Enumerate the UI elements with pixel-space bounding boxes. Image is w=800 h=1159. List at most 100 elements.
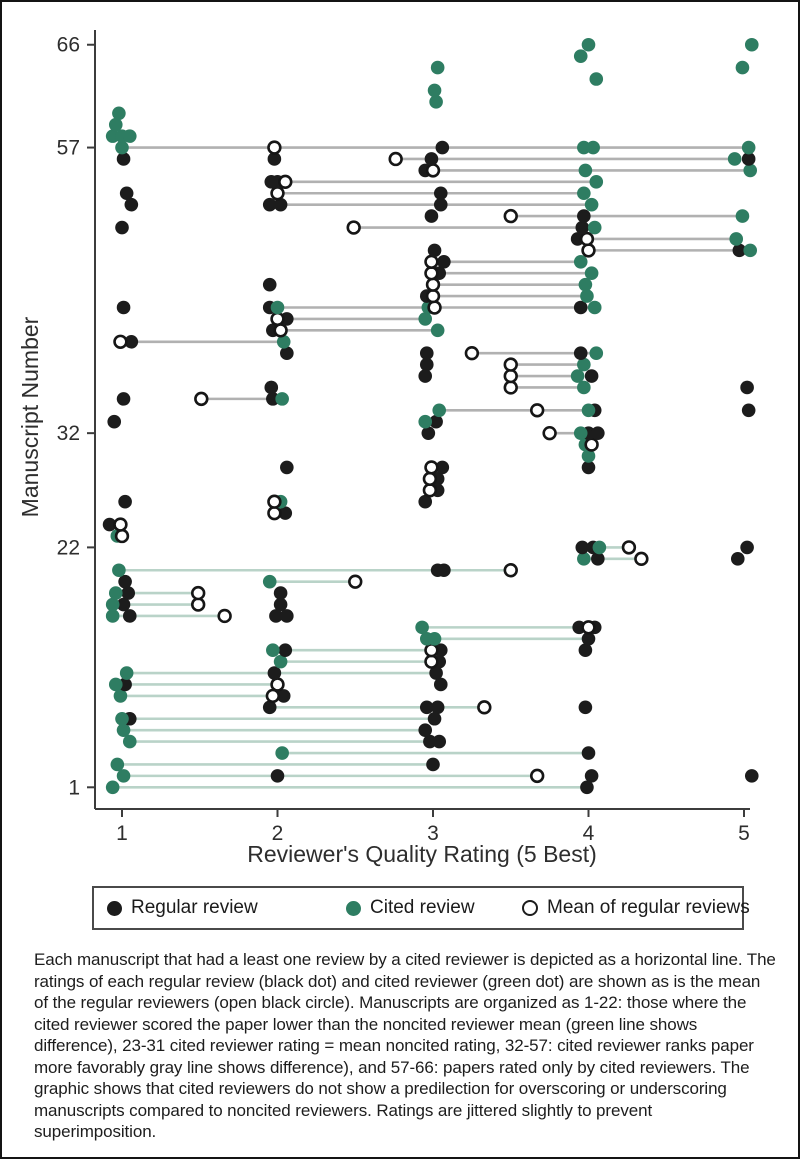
mean-review-point <box>424 266 439 281</box>
cited-review-point <box>275 392 289 406</box>
regular-review-point <box>115 220 129 235</box>
cited-review-point <box>427 631 442 646</box>
mean-review-point <box>388 151 403 167</box>
cited-review-point <box>105 609 120 623</box>
regular-review-point <box>102 517 117 532</box>
cited-review-point <box>115 711 129 726</box>
regular-review-dot-icon <box>107 900 122 916</box>
cited-review-point <box>112 563 126 578</box>
cited-review-dot-icon <box>346 900 361 916</box>
cited-review-point <box>275 746 289 760</box>
mean-review-point <box>114 528 130 544</box>
regular-review-point <box>421 426 436 440</box>
cited-review-point <box>584 197 599 212</box>
cited-review-point <box>266 643 280 658</box>
cited-review-point <box>727 152 742 166</box>
cited-review-point <box>415 620 429 635</box>
regular-review-point <box>741 152 756 166</box>
mean-review-point <box>424 654 439 669</box>
regular-review-point <box>124 197 139 212</box>
regular-review-point <box>276 689 291 703</box>
data-points <box>102 37 759 795</box>
regular-review-point <box>427 711 442 726</box>
regular-review-point <box>419 357 434 372</box>
x-tick-label: 4 <box>583 822 595 845</box>
regular-review-point <box>584 769 599 783</box>
regular-review-point <box>419 346 434 360</box>
cited-review-point <box>115 140 129 155</box>
regular-review-point <box>584 369 599 383</box>
cited-review-point <box>570 369 585 383</box>
regular-review-point <box>418 369 433 383</box>
mean-review-point <box>542 425 557 441</box>
cited-review-point <box>122 129 137 143</box>
cited-review-point <box>581 449 596 463</box>
cited-review-point <box>735 60 750 75</box>
legend: Regular review Cited review Mean of regu… <box>92 886 750 930</box>
regular-review-point <box>577 209 591 223</box>
cited-review-point <box>586 140 600 155</box>
regular-review-point <box>119 186 134 201</box>
figure-caption: Each manuscript that had a least one rev… <box>34 950 776 1141</box>
legend-item-cited: Cited review <box>346 888 475 928</box>
regular-review-point <box>430 700 445 715</box>
cited-review-point <box>744 37 759 52</box>
regular-review-point <box>278 506 293 520</box>
regular-review-point <box>118 677 132 692</box>
regular-review-point <box>262 700 277 715</box>
cited-review-point <box>743 243 758 258</box>
regular-review-point <box>433 677 448 692</box>
cited-review-point <box>589 72 604 86</box>
cited-review-point <box>122 734 137 749</box>
regular-review-point <box>116 597 131 612</box>
mean-review-point <box>270 677 285 692</box>
regular-review-point <box>280 460 294 475</box>
cited-review-point <box>578 163 593 178</box>
mean-review-point <box>113 517 128 532</box>
regular-review-point <box>270 769 285 783</box>
regular-review-point <box>732 243 747 258</box>
mean-review-point <box>424 643 439 658</box>
mean-review-point <box>503 380 518 395</box>
mean-review-point <box>584 437 599 452</box>
regular-review-point <box>262 277 277 292</box>
regular-review-point <box>273 597 288 612</box>
cited-review-point <box>581 403 596 418</box>
cited-review-point <box>573 254 588 269</box>
cited-review-point <box>432 403 447 418</box>
cited-review-point <box>589 346 604 360</box>
cited-review-point <box>587 220 602 235</box>
regular-review-point <box>744 769 759 783</box>
regular-review-point <box>591 426 605 440</box>
mean-review-point <box>579 231 595 247</box>
mean-review-point <box>190 585 206 601</box>
legend-item-regular: Regular review <box>107 888 258 928</box>
mean-review-point <box>267 505 282 521</box>
cited-review-point <box>735 209 750 223</box>
x-tick-label: 5 <box>738 822 750 845</box>
mean-review-point <box>194 391 209 407</box>
regular-review-point <box>433 186 448 201</box>
mean-review-point <box>267 494 282 509</box>
regular-review-point <box>730 552 745 566</box>
mean-review-point <box>621 540 637 555</box>
regular-review-point <box>121 586 136 600</box>
regular-review-point <box>278 643 293 658</box>
mean-review-point <box>503 208 518 224</box>
mean-review-point <box>190 597 206 612</box>
mean-review-point <box>267 140 282 155</box>
cited-review-point <box>584 266 599 281</box>
cited-review-point <box>580 289 594 303</box>
regular-review-point <box>269 609 283 623</box>
mean-review-point <box>581 243 596 258</box>
regular-review-point <box>435 460 450 475</box>
mean-review-point <box>265 688 281 704</box>
mean-review-point <box>270 311 285 327</box>
regular-review-point <box>575 220 590 235</box>
cited-review-point <box>113 689 128 703</box>
mean-review-point <box>529 403 545 418</box>
regular-review-point <box>264 380 279 395</box>
mean-review-point <box>422 483 438 498</box>
regular-review-point <box>578 700 593 715</box>
cited-review-point <box>270 300 285 315</box>
